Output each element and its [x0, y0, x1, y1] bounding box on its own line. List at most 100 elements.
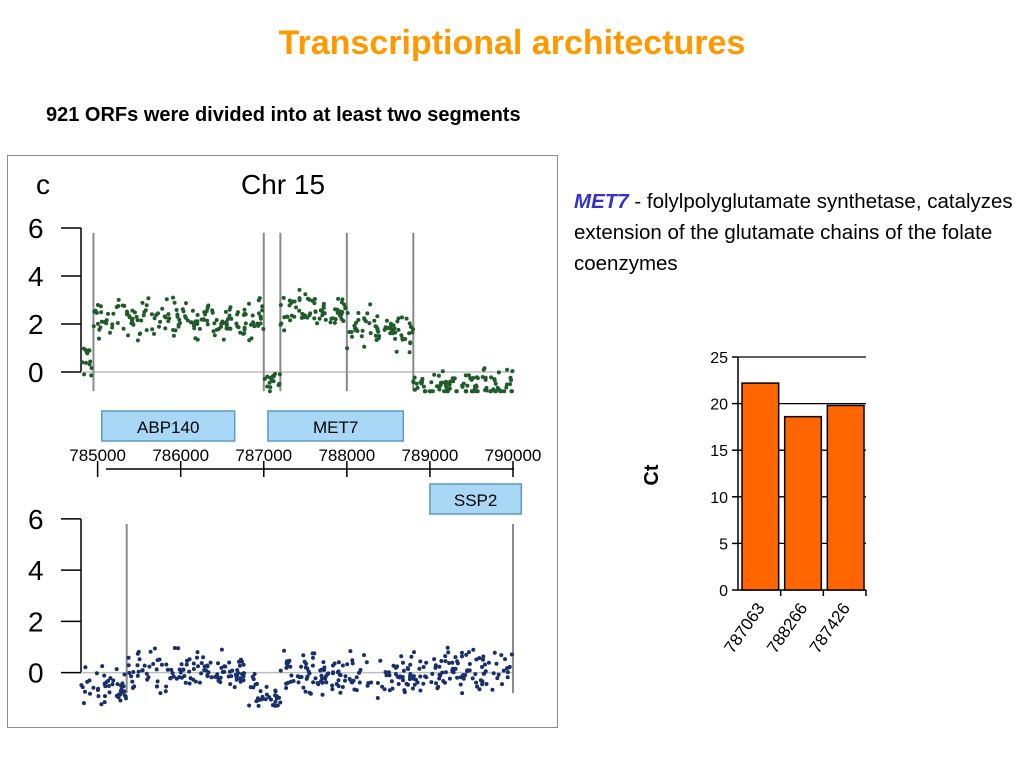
data-point — [303, 292, 308, 297]
data-point — [267, 389, 272, 394]
data-point — [509, 389, 514, 394]
data-point — [234, 321, 239, 326]
data-point — [312, 651, 317, 656]
data-point — [480, 657, 485, 662]
data-point — [224, 323, 229, 328]
data-point — [405, 666, 410, 671]
data-point — [226, 674, 231, 679]
data-point — [260, 308, 265, 313]
data-point — [287, 303, 292, 308]
data-point — [116, 304, 121, 308]
data-point — [227, 307, 232, 312]
data-point — [313, 676, 318, 681]
data-point — [320, 309, 325, 314]
data-point — [236, 325, 241, 330]
data-point — [335, 310, 340, 315]
data-point — [99, 310, 104, 315]
data-point — [483, 669, 488, 674]
data-point — [95, 688, 100, 692]
data-point — [164, 684, 169, 689]
data-point — [219, 647, 224, 652]
data-point — [407, 331, 412, 336]
data-point — [297, 308, 302, 313]
data-point — [264, 692, 269, 697]
data-point — [411, 380, 416, 385]
data-point — [94, 310, 99, 315]
data-point — [407, 350, 412, 355]
data-point — [338, 690, 343, 695]
data-point — [495, 676, 500, 681]
data-point — [463, 373, 468, 378]
data-point — [227, 660, 232, 665]
data-point — [235, 312, 240, 317]
data-point — [458, 682, 463, 687]
data-point — [421, 384, 426, 389]
data-point — [102, 700, 107, 705]
data-point — [310, 663, 315, 668]
data-point — [400, 315, 404, 320]
data-point — [312, 316, 317, 321]
data-point — [477, 687, 482, 692]
data-point — [295, 674, 300, 679]
data-point — [184, 662, 189, 667]
data-point — [251, 685, 256, 690]
data-point — [470, 389, 475, 394]
data-point — [331, 670, 336, 675]
data-point — [122, 672, 127, 677]
data-point — [144, 303, 149, 308]
data-point — [477, 656, 482, 661]
data-point — [334, 682, 339, 686]
data-point — [429, 380, 434, 385]
data-point — [260, 304, 265, 309]
data-point — [108, 676, 113, 681]
data-point — [237, 663, 242, 668]
data-point — [445, 645, 450, 650]
data-point — [241, 662, 246, 667]
data-point — [429, 389, 434, 394]
data-point — [308, 311, 313, 316]
data-point — [273, 699, 278, 704]
data-point — [364, 660, 369, 665]
data-point — [219, 665, 224, 670]
data-point — [440, 670, 445, 675]
data-point — [375, 681, 380, 685]
data-point — [474, 680, 479, 685]
data-point — [401, 678, 405, 683]
data-point — [271, 703, 276, 708]
data-point — [202, 664, 207, 669]
data-point — [175, 314, 180, 319]
data-point — [388, 331, 393, 336]
data-point — [490, 687, 495, 692]
data-point — [98, 304, 103, 309]
data-point — [95, 321, 100, 326]
data-point — [508, 382, 513, 387]
data-point — [421, 665, 426, 669]
data-point — [277, 382, 281, 387]
data-point — [150, 327, 155, 332]
data-point — [396, 682, 401, 686]
data-point — [440, 369, 445, 374]
data-point — [135, 663, 140, 668]
data-point — [242, 311, 247, 316]
data-point — [408, 324, 413, 329]
y-tick-label-top-4: 4 — [28, 261, 44, 292]
data-point — [336, 678, 341, 683]
data-point — [135, 673, 140, 678]
data-point — [163, 689, 168, 694]
data-point — [195, 313, 200, 317]
data-point — [234, 677, 239, 682]
data-point — [465, 669, 470, 674]
data-point — [301, 685, 306, 690]
data-point — [151, 662, 156, 666]
data-point — [483, 662, 487, 667]
data-point — [467, 650, 471, 655]
data-point — [177, 317, 182, 322]
data-point — [510, 369, 515, 374]
data-point — [471, 376, 476, 380]
slide-title: Transcriptional architectures — [278, 24, 746, 62]
data-point — [157, 324, 161, 329]
data-point — [389, 679, 394, 684]
data-point — [470, 676, 475, 681]
data-point — [95, 303, 100, 307]
data-point — [104, 321, 109, 326]
